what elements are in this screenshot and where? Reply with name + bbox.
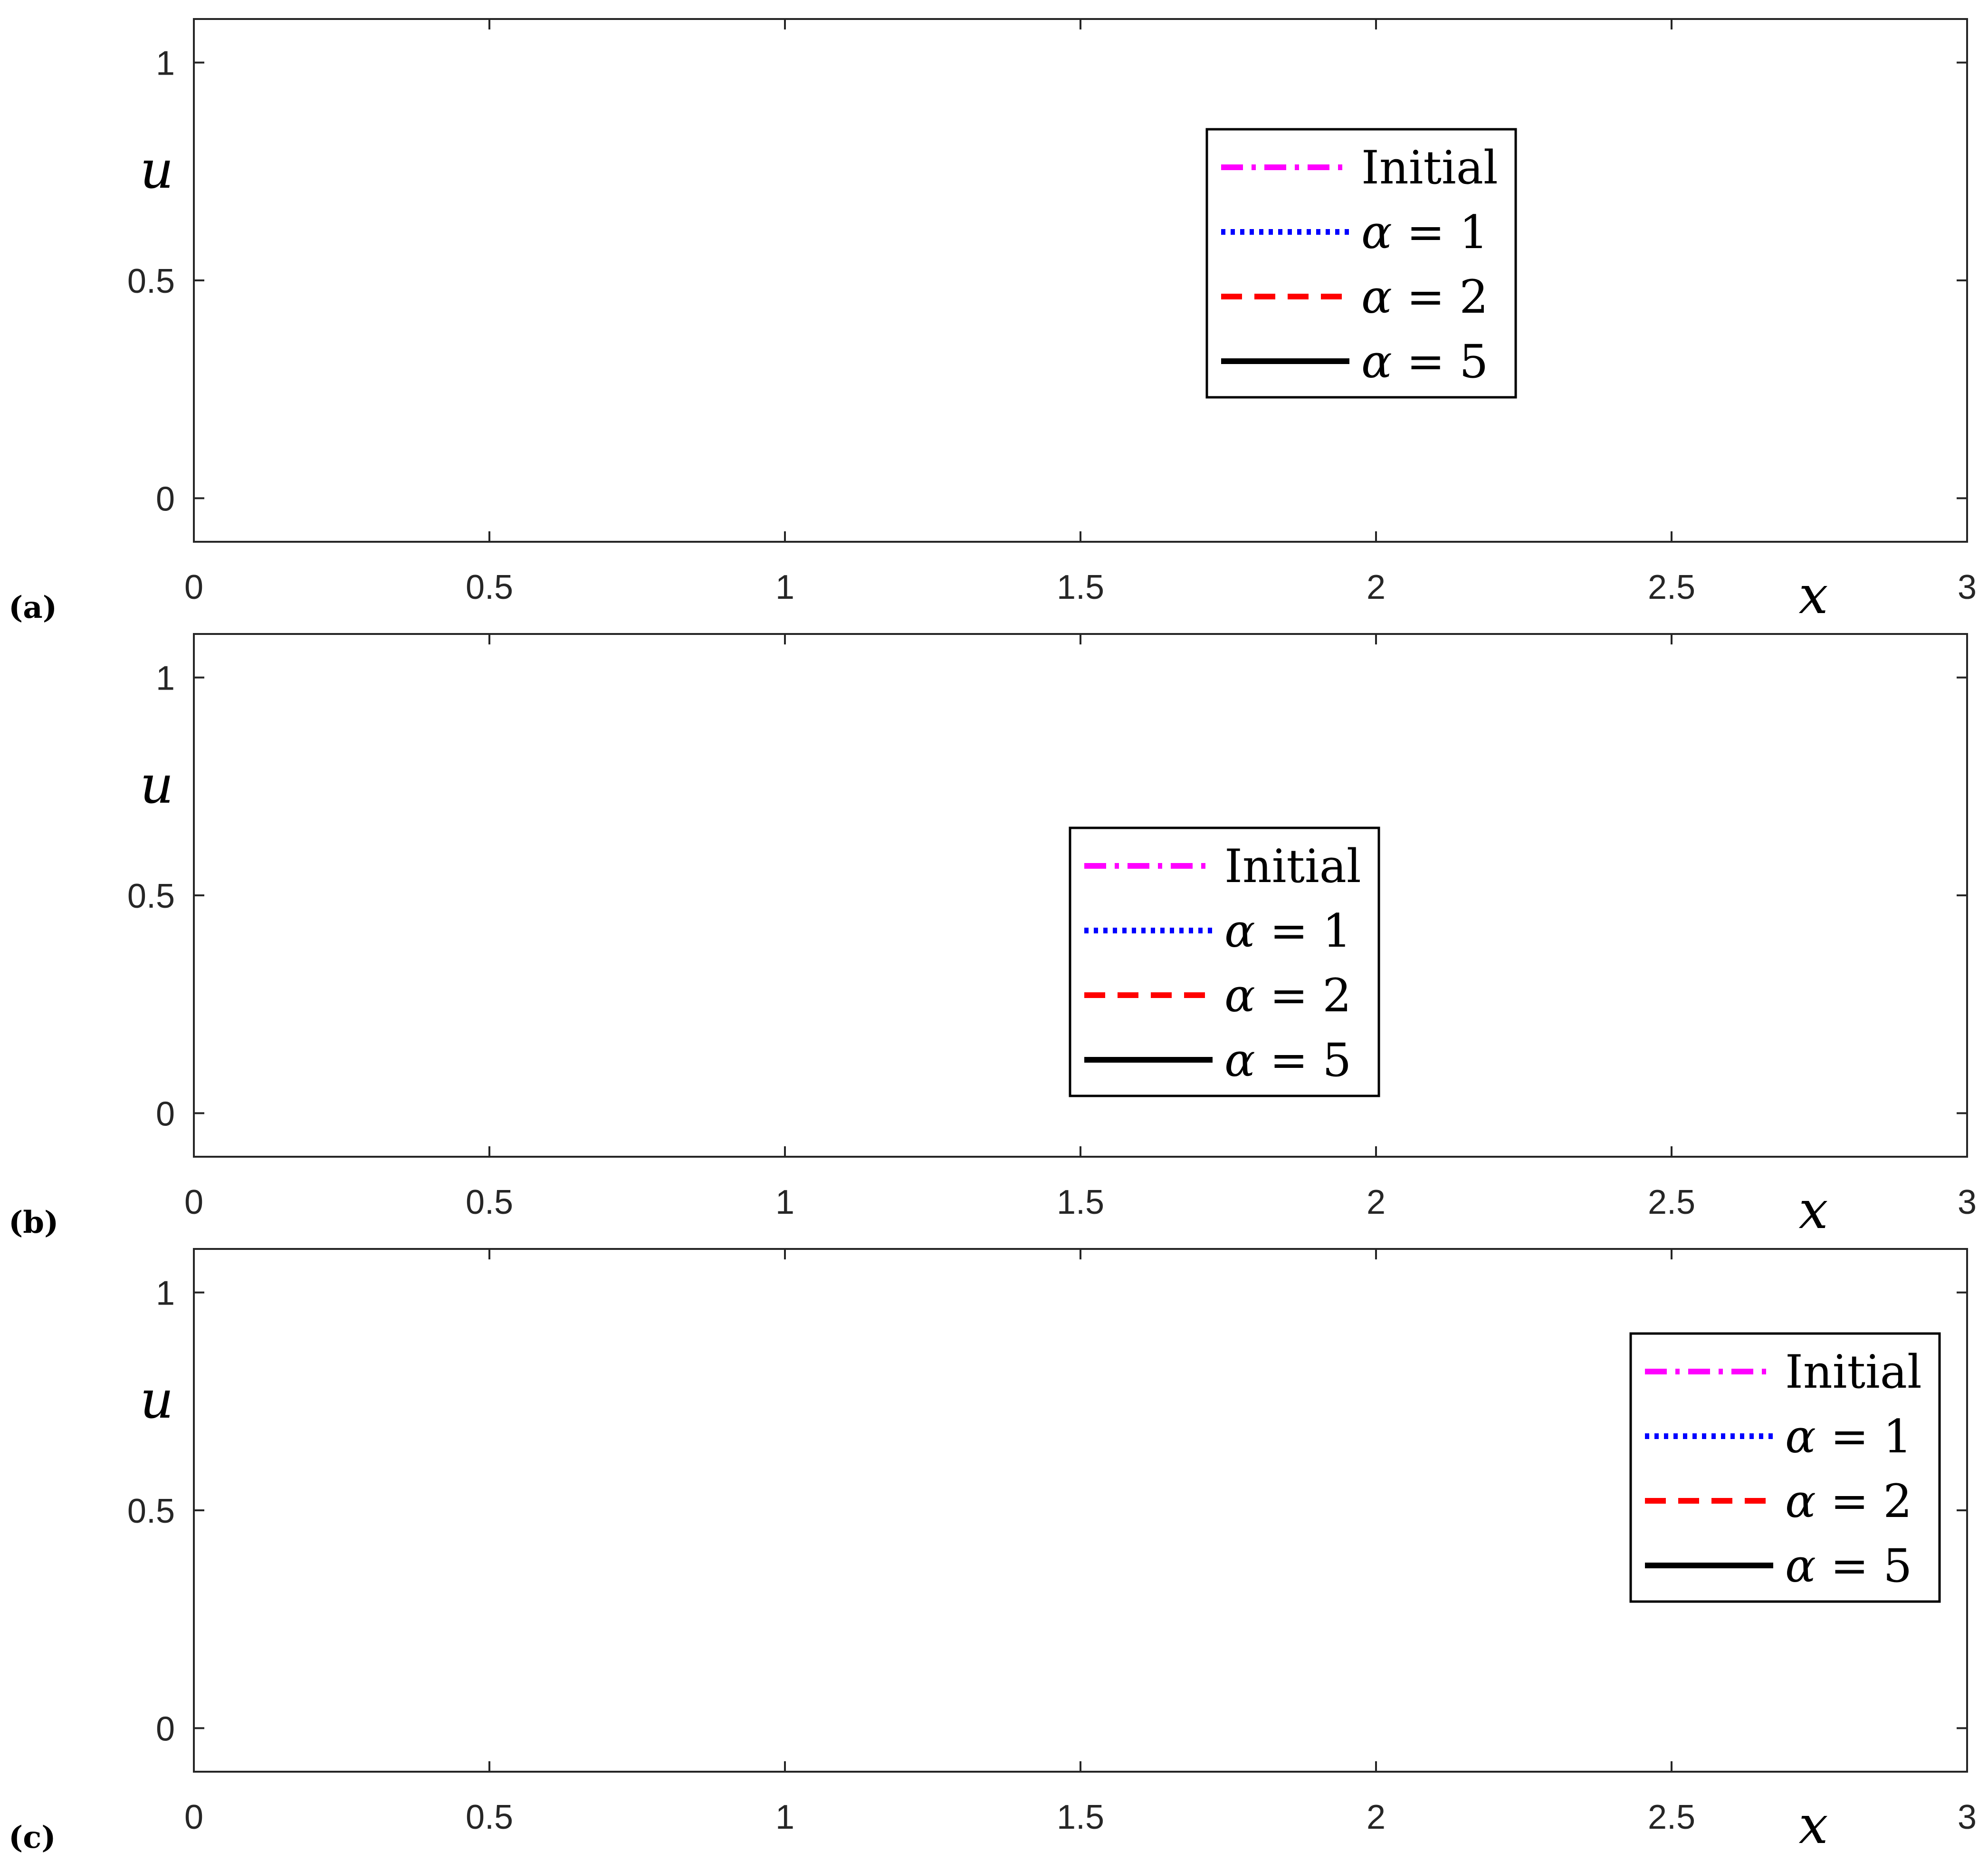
legend-entry-label: Initial <box>1361 141 1498 194</box>
x-tick-label: 2.5 <box>1648 1798 1695 1836</box>
x-axis-label: x <box>1799 1180 1828 1240</box>
y-axis-label: u <box>140 1369 174 1430</box>
x-tick-label: 1.5 <box>1057 1798 1104 1836</box>
legend-entry-label: α = 1 <box>1224 904 1351 958</box>
y-tick-label: 0 <box>156 480 175 518</box>
x-tick-label: 0 <box>184 568 203 606</box>
x-tick-label: 1 <box>775 1798 794 1836</box>
x-tick-label: 2 <box>1367 568 1386 606</box>
y-axis-label: u <box>140 754 174 815</box>
legend-entry-label: α = 5 <box>1361 335 1488 388</box>
legend-entry-label: Initial <box>1785 1345 1922 1399</box>
x-axis-label: x <box>1799 565 1828 625</box>
x-tick-label: 3 <box>1958 1183 1977 1221</box>
x-tick-label: 0.5 <box>466 1183 513 1221</box>
x-tick-label: 0.5 <box>466 1798 513 1836</box>
x-tick-label: 2 <box>1367 1183 1386 1221</box>
legend-entry-label: α = 2 <box>1361 270 1488 324</box>
x-tick-label: 2 <box>1367 1798 1386 1836</box>
x-tick-label: 2.5 <box>1648 1183 1695 1221</box>
legend-box <box>1205 128 1517 399</box>
panels: 0 0.5 1 1.5 2 2.5 3 0 0.5 1 x u (a) Initial α = 1 α = 2… <box>9 18 1977 1855</box>
legend-box <box>1069 826 1380 1097</box>
panel-label: (b) <box>9 1205 58 1240</box>
legend-entry-label: α = 2 <box>1224 969 1351 1022</box>
x-tick-label: 0 <box>184 1798 203 1836</box>
y-tick-label: 1 <box>156 660 175 698</box>
x-tick-label: 0 <box>184 1183 203 1221</box>
chart-panel-1: 0 0.5 1 1.5 2 2.5 3 0 0.5 1 x u (a) Initial α = 1 α = 2… <box>9 18 1977 625</box>
legend-box <box>1629 1332 1941 1603</box>
y-tick-label: 0.5 <box>127 1492 175 1530</box>
y-tick-label: 0.5 <box>127 877 175 915</box>
legend-entry-label: Initial <box>1224 840 1361 893</box>
legend: Initial α = 1 α = 2 α = 5 <box>1069 826 1380 1097</box>
x-axis-label: x <box>1799 1795 1828 1855</box>
panel-label: (a) <box>9 590 57 625</box>
y-tick-label: 0 <box>156 1710 175 1748</box>
legend-entry-label: α = 5 <box>1785 1539 1912 1593</box>
legend-entry-label: α = 1 <box>1785 1410 1912 1463</box>
legend-entry-label: α = 1 <box>1361 206 1488 259</box>
x-tick-label: 1 <box>775 568 794 606</box>
x-tick-label: 3 <box>1958 1798 1977 1836</box>
legend: Initial α = 1 α = 2 α = 5 <box>1205 128 1517 399</box>
x-tick-label: 1.5 <box>1057 568 1104 606</box>
legend: Initial α = 1 α = 2 α = 5 <box>1629 1332 1941 1603</box>
y-tick-label: 0 <box>156 1095 175 1133</box>
chart-panel-2: 0 0.5 1 1.5 2 2.5 3 0 0.5 1 x u (b) Initial α = 1 α = 2… <box>9 633 1977 1240</box>
legend-entry-label: α = 2 <box>1785 1475 1912 1528</box>
x-tick-label: 0.5 <box>466 568 513 606</box>
x-tick-label: 2.5 <box>1648 568 1695 606</box>
y-tick-label: 1 <box>156 1275 175 1313</box>
y-axis-label: u <box>140 139 174 200</box>
axes-frame <box>193 18 1968 543</box>
panel-label: (c) <box>9 1820 56 1855</box>
x-tick-label: 1.5 <box>1057 1183 1104 1221</box>
y-tick-label: 0.5 <box>127 262 175 300</box>
chart-panel-3: 0 0.5 1 1.5 2 2.5 3 0 0.5 1 x u (c) Initial α = 1 α = 2… <box>9 1248 1977 1855</box>
x-tick-label: 3 <box>1958 568 1977 606</box>
x-tick-label: 1 <box>775 1183 794 1221</box>
y-tick-label: 1 <box>156 45 175 83</box>
legend-entry-label: α = 5 <box>1224 1034 1351 1087</box>
